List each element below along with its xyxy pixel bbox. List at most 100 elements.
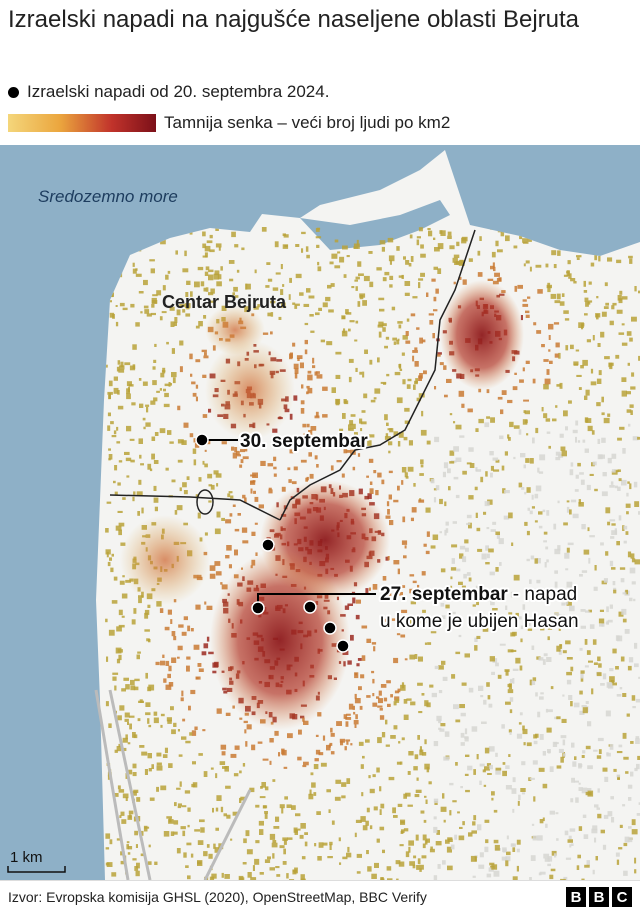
building xyxy=(429,313,434,315)
building xyxy=(519,722,522,724)
building xyxy=(415,361,419,367)
building xyxy=(233,505,236,508)
building xyxy=(129,811,134,815)
building xyxy=(494,871,500,877)
building xyxy=(495,241,498,247)
building xyxy=(403,555,407,558)
building xyxy=(216,795,221,801)
building xyxy=(145,610,149,615)
building xyxy=(593,870,595,875)
building xyxy=(398,689,401,693)
building xyxy=(543,359,548,362)
building xyxy=(424,820,427,823)
building xyxy=(306,255,310,258)
building xyxy=(117,715,122,720)
building xyxy=(165,275,169,280)
building xyxy=(541,344,545,347)
building xyxy=(487,389,490,393)
building xyxy=(287,837,292,840)
building xyxy=(576,255,582,257)
building xyxy=(632,695,636,701)
building xyxy=(287,804,292,808)
building xyxy=(453,446,459,452)
building xyxy=(109,557,112,560)
building xyxy=(467,572,471,576)
building xyxy=(459,635,462,637)
building xyxy=(121,688,126,691)
building xyxy=(201,281,205,286)
building xyxy=(570,345,574,349)
building xyxy=(517,285,523,289)
building xyxy=(588,300,592,302)
building xyxy=(548,324,553,330)
building xyxy=(594,804,599,807)
building xyxy=(449,461,454,464)
building xyxy=(129,724,132,730)
building xyxy=(522,792,525,794)
building xyxy=(268,279,272,282)
building xyxy=(194,282,200,288)
building xyxy=(216,483,218,486)
building xyxy=(373,470,376,473)
building xyxy=(109,381,113,387)
building xyxy=(382,247,385,252)
building xyxy=(404,408,409,412)
building xyxy=(585,449,589,453)
building xyxy=(275,817,279,822)
building xyxy=(336,721,342,726)
building xyxy=(233,453,237,459)
building xyxy=(156,290,161,295)
building xyxy=(306,246,309,252)
building xyxy=(551,294,557,299)
building xyxy=(515,286,518,292)
building xyxy=(444,820,446,823)
building xyxy=(222,873,224,878)
building xyxy=(459,836,465,841)
building xyxy=(191,854,193,858)
building xyxy=(488,695,491,699)
building xyxy=(274,731,278,736)
building xyxy=(234,550,238,556)
building xyxy=(351,414,356,417)
building xyxy=(601,397,604,403)
building xyxy=(442,860,446,864)
building xyxy=(620,567,625,570)
building xyxy=(309,296,315,299)
building xyxy=(628,363,630,366)
building xyxy=(413,483,415,487)
building xyxy=(485,839,488,843)
building xyxy=(377,737,382,743)
building xyxy=(574,364,579,366)
building xyxy=(304,832,308,835)
building xyxy=(330,844,332,850)
building xyxy=(226,815,230,819)
building xyxy=(580,648,583,651)
building xyxy=(548,446,551,449)
building xyxy=(191,628,194,631)
building xyxy=(537,289,543,294)
map: Sredozemno more Centar Bejruta 30. septe… xyxy=(0,145,640,880)
building xyxy=(137,655,141,660)
building xyxy=(461,742,465,746)
building xyxy=(119,610,123,615)
building xyxy=(607,414,610,417)
building xyxy=(210,235,213,238)
strike xyxy=(262,539,274,551)
building xyxy=(452,558,455,564)
building xyxy=(502,771,507,776)
building xyxy=(346,778,350,784)
building xyxy=(587,485,591,490)
building xyxy=(208,500,211,502)
building xyxy=(622,448,625,454)
building xyxy=(587,788,591,791)
building xyxy=(366,639,371,643)
building xyxy=(532,824,534,826)
building xyxy=(107,425,110,431)
building xyxy=(229,260,235,264)
building xyxy=(211,485,215,490)
building xyxy=(597,657,601,662)
building xyxy=(364,350,368,355)
building xyxy=(418,657,423,662)
building xyxy=(112,435,117,437)
building xyxy=(597,814,601,819)
